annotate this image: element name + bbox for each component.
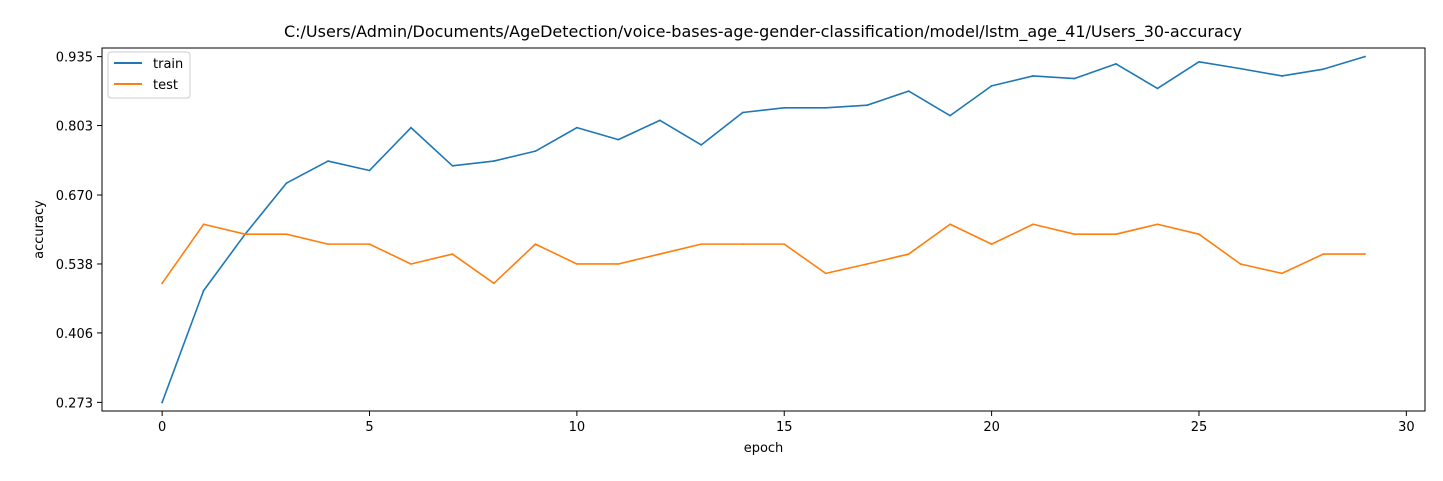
data-point-test <box>1281 272 1283 275</box>
data-point-train <box>161 401 164 404</box>
data-point-test <box>368 243 371 246</box>
data-point-test <box>741 243 744 246</box>
data-point-test <box>493 282 495 285</box>
x-tick-label: 10 <box>569 420 586 435</box>
series-line-test <box>161 223 1366 285</box>
y-tick-label: 0.803 <box>56 120 93 135</box>
data-point-test <box>1115 233 1117 236</box>
data-point-train <box>327 160 329 162</box>
x-tick-label: 20 <box>983 420 1000 435</box>
data-point-test <box>866 263 869 265</box>
data-point-test <box>1322 253 1325 255</box>
data-point-train <box>1281 75 1283 77</box>
data-point-train <box>493 160 495 162</box>
data-point-test <box>1032 223 1034 226</box>
data-point-test <box>327 243 329 246</box>
data-point-train <box>700 143 703 146</box>
y-tick-label: 0.935 <box>56 51 93 66</box>
legend-label-test: test <box>153 78 178 93</box>
data-point-test <box>1073 233 1076 236</box>
plot-lines <box>161 55 1366 404</box>
x-axis-title: epoch <box>744 441 784 456</box>
y-tick-label: 0.670 <box>56 189 93 204</box>
data-point-train <box>949 114 952 117</box>
y-tick-label: 0.538 <box>56 258 93 273</box>
data-point-test <box>949 223 952 226</box>
y-tick-label: 0.406 <box>56 327 93 342</box>
data-point-test <box>202 223 205 226</box>
chart-title: C:/Users/Admin/Documents/AgeDetection/vo… <box>284 22 1242 42</box>
data-point-test <box>700 243 703 246</box>
data-point-test <box>824 272 827 275</box>
data-point-test <box>658 253 661 255</box>
y-axis-title: accuracy <box>32 200 47 259</box>
data-point-test <box>1156 223 1159 226</box>
data-point-train <box>1115 63 1117 65</box>
data-point-train <box>534 150 537 153</box>
data-point-train <box>1363 55 1366 58</box>
data-point-train <box>866 104 869 107</box>
data-point-test <box>161 282 164 285</box>
data-point-train <box>575 126 578 129</box>
legend-label-train: train <box>153 57 183 72</box>
data-point-train <box>658 119 661 122</box>
data-point-test <box>285 233 288 236</box>
data-point-test <box>1239 263 1242 265</box>
data-point-test <box>617 263 620 265</box>
data-point-train <box>1322 68 1325 71</box>
series-line-train <box>161 55 1366 404</box>
x-tick-label: 0 <box>158 420 166 435</box>
data-point-test <box>410 263 412 265</box>
data-point-test <box>451 253 454 255</box>
data-point-train <box>368 169 371 172</box>
data-point-train <box>1198 60 1200 63</box>
legend: train test <box>107 51 191 99</box>
data-point-test <box>907 253 910 255</box>
data-point-train <box>1156 87 1159 90</box>
plot-frame <box>101 47 1426 412</box>
data-point-train <box>1239 67 1242 70</box>
x-tick-label: 30 <box>1398 420 1415 435</box>
y-tick-label: 0.273 <box>56 396 93 411</box>
data-point-test <box>1363 253 1366 255</box>
data-point-test <box>534 243 537 246</box>
x-tick-label: 5 <box>365 420 373 435</box>
data-point-test <box>1198 233 1200 236</box>
axes: 0 5 10 15 20 25 30 0.273 0.406 0.538 0.670 0.803 0.9… <box>56 51 1415 435</box>
data-point-train <box>202 289 205 292</box>
data-point-train <box>990 84 993 87</box>
data-point-train <box>617 138 620 141</box>
data-point-test <box>575 263 578 265</box>
data-point-train <box>783 106 786 109</box>
data-point-train <box>285 182 288 184</box>
data-point-train <box>451 164 454 167</box>
data-point-train <box>1032 75 1034 77</box>
data-point-train <box>1073 77 1076 80</box>
data-point-train <box>824 106 827 109</box>
data-point-train <box>410 126 412 129</box>
x-tick-label: 25 <box>1191 420 1208 435</box>
data-point-test <box>244 233 246 236</box>
data-point-test <box>783 243 786 246</box>
data-point-test <box>990 243 993 246</box>
data-point-train <box>741 111 744 114</box>
x-tick-label: 15 <box>776 420 793 435</box>
data-point-train <box>907 90 910 92</box>
